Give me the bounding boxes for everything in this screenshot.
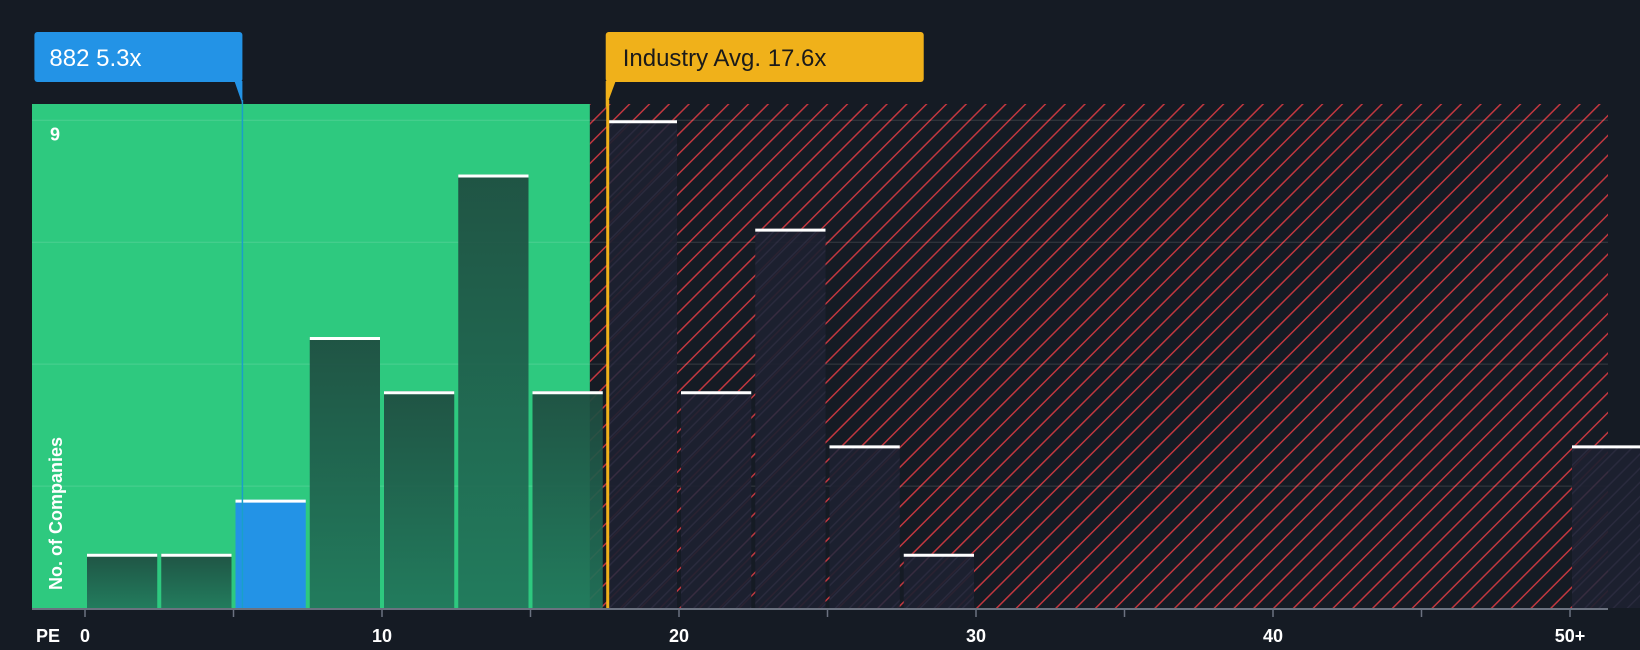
x-tick-label: 20 <box>669 626 689 646</box>
company-callout-box <box>34 32 243 82</box>
y-tick-label: 9 <box>50 124 60 144</box>
histogram-bar <box>384 391 455 608</box>
x-tick-label: 40 <box>1263 626 1283 646</box>
histogram-bar <box>606 120 677 609</box>
x-tick-label: 50+ <box>1555 626 1586 646</box>
histogram-bar <box>681 391 752 608</box>
histogram-bar <box>458 174 529 609</box>
bar-company-highlight <box>235 499 306 608</box>
x-axis-label: PE <box>36 626 60 646</box>
company-callout-label: 882 5.3x <box>49 45 141 72</box>
histogram-bar <box>87 553 158 608</box>
y-axis-label: No. of Companies <box>46 437 66 590</box>
industry-callout-box <box>605 32 924 82</box>
histogram-bar <box>309 337 380 608</box>
company-callout-pointer <box>234 81 243 104</box>
x-tick-label: 0 <box>80 626 90 646</box>
industry-callout-label: Industry Avg. 17.6x <box>623 45 827 72</box>
industry-callout-pointer <box>605 81 616 108</box>
histogram-bar <box>532 391 603 608</box>
x-tick-label: 30 <box>966 626 986 646</box>
histogram-bar <box>1572 445 1640 608</box>
histogram-bar <box>161 553 232 608</box>
x-tick-label: 10 <box>372 626 392 646</box>
histogram-bar <box>829 445 900 608</box>
histogram-bar <box>903 553 974 608</box>
histogram-bar <box>755 228 826 609</box>
